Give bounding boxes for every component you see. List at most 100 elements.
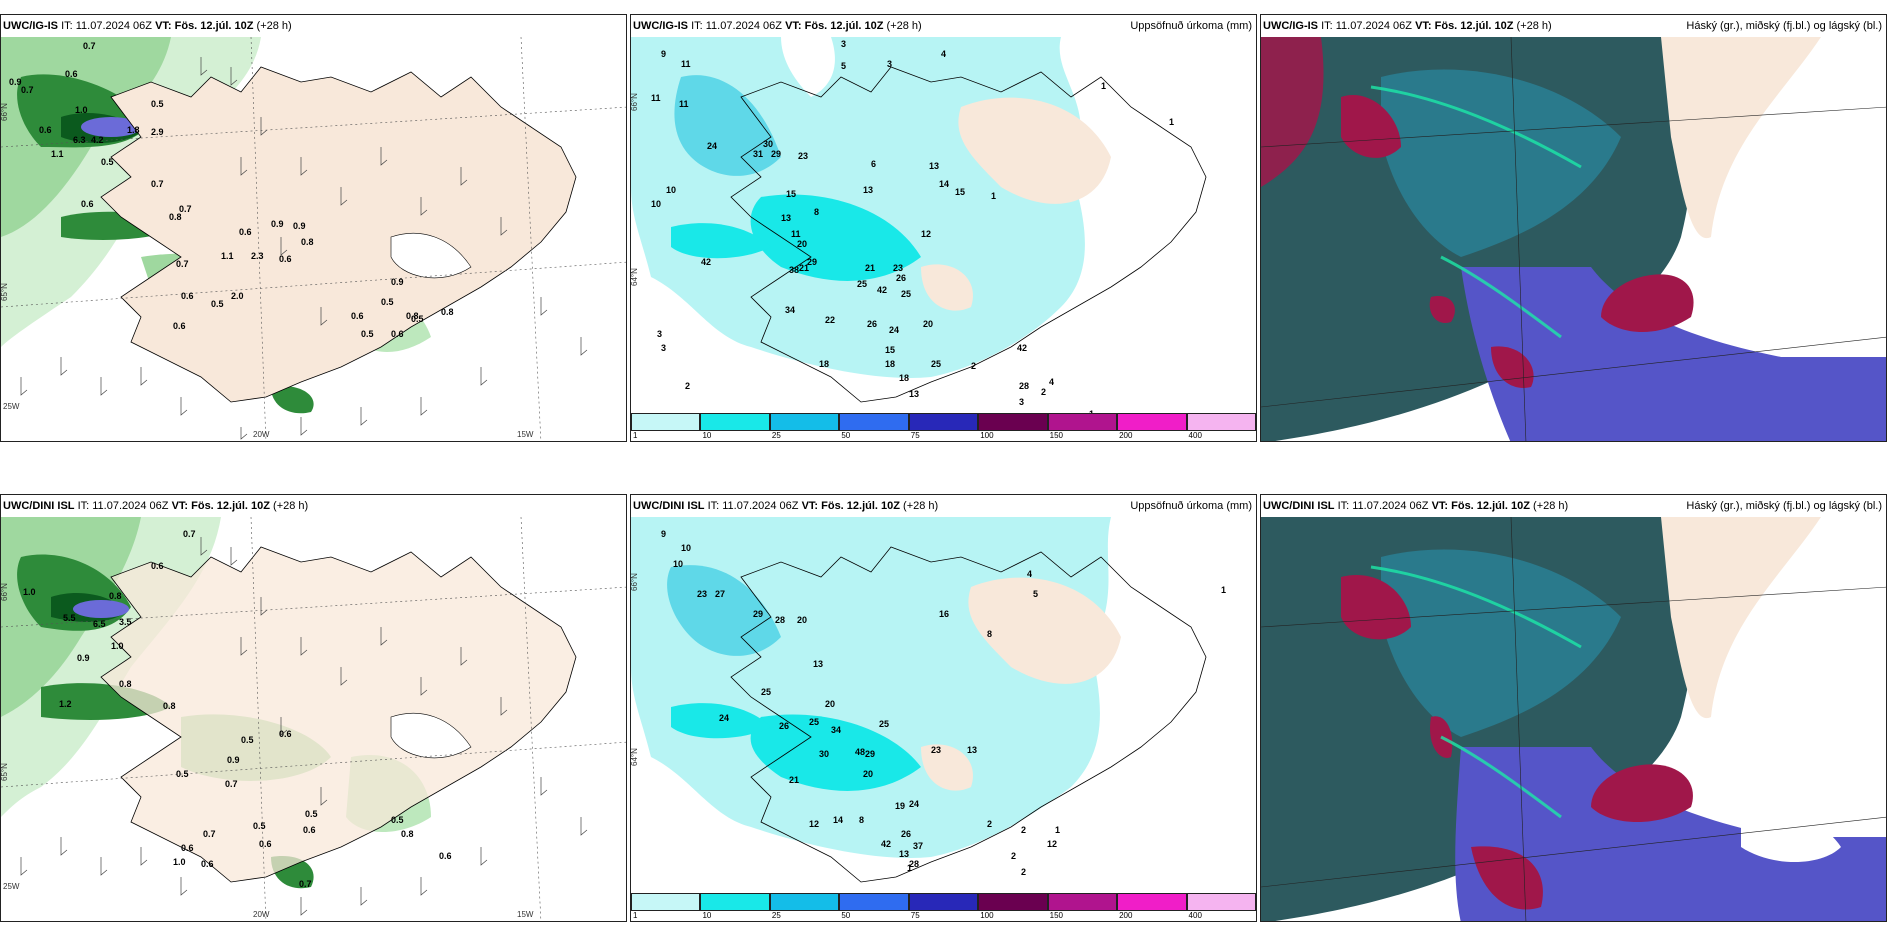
map-value-label: 0.9	[391, 277, 404, 287]
panel-field-title: Uppsöfnuð úrkoma (mm)	[1130, 500, 1252, 512]
colorbar-segment	[700, 893, 770, 911]
map-value-label: 13	[899, 849, 909, 859]
colorbar-tick-label: 400	[1188, 431, 1202, 440]
map-value-label: 0.9	[271, 219, 284, 229]
colorbar-segment	[1047, 413, 1118, 431]
map-value-label: 42	[701, 257, 711, 267]
map-value-label: 2	[971, 361, 976, 371]
panel-accum-precip-igis: UWC/IG-IS IT: 11.07.2024 06Z VT: Fös. 12…	[630, 14, 1257, 442]
map-value-label: 2	[1021, 867, 1026, 877]
panel-field-title: Háský (gr.), miðský (fj.bl.) og lágský (…	[1686, 20, 1882, 32]
map-value-label: 1.0	[23, 587, 36, 597]
colorbar-segment	[839, 893, 909, 911]
map-value-label: 29	[771, 149, 781, 159]
map-value-label: 4	[1049, 377, 1054, 387]
map-value-label: 20	[923, 319, 933, 329]
panel-wind-rain-dini: UWC/DINI ISL IT: 11.07.2024 06Z VT: Fös.…	[0, 494, 627, 922]
map-value-label: 0.6	[351, 311, 364, 321]
colorbar-tick-label: 400	[1188, 911, 1202, 920]
map-value-label: 25	[809, 717, 819, 727]
colorbar-tick-label: 10	[702, 911, 712, 920]
panel-wind-rain-igis: UWC/IG-IS IT: 11.07.2024 06Z VT: Fös. 12…	[0, 14, 627, 442]
map-value-label: 20	[797, 239, 807, 249]
map-value-label: 0.8	[441, 307, 454, 317]
map-value-label: 21	[789, 775, 799, 785]
lon-label: 20W	[253, 910, 270, 919]
map-value-label: 1.0	[173, 857, 186, 867]
lat-label: 66°N	[1, 583, 9, 601]
colorbar-segment	[1186, 893, 1256, 911]
map-value-label: 6.5	[93, 619, 106, 629]
map-value-label: 5.5	[63, 613, 76, 623]
map-value-label: 3	[657, 329, 662, 339]
map-value-label: 38	[789, 265, 799, 275]
map-value-label: 42	[877, 285, 887, 295]
map-value-label: 0.6	[303, 825, 316, 835]
map-value-label: 4	[941, 49, 946, 59]
map-value-label: 3.5	[119, 617, 132, 627]
colorbar-segment	[769, 413, 840, 431]
colorbar-tick-label: 100	[980, 911, 994, 920]
lon-label: 20W	[253, 430, 270, 439]
map-value-label: 25	[931, 359, 941, 369]
map-value-label: 3	[887, 59, 892, 69]
colorbar-segment	[769, 893, 840, 911]
rain-value-labels: 0.70.61.0 0.85.56.5 3.50.91.00.81.2 0.80.50…	[23, 529, 452, 889]
lon-label: 25W	[3, 882, 20, 891]
map-value-label: 0.6	[279, 729, 292, 739]
map-value-label: 15	[885, 345, 895, 355]
map-value-label: 4	[1027, 569, 1032, 579]
map-value-label: 1	[1221, 585, 1226, 595]
map-value-label: 10	[651, 199, 661, 209]
colorbar-segment	[978, 413, 1048, 431]
map-value-label: 13	[909, 389, 919, 399]
map-value-label: 14	[939, 179, 949, 189]
map-value-label: 1.1	[221, 251, 234, 261]
map-value-label: 1.0	[111, 641, 124, 651]
colorbar-segment	[1117, 413, 1187, 431]
map-value-label: 42	[881, 839, 891, 849]
map-value-label: 12	[921, 229, 931, 239]
map-value-label: 2	[1041, 387, 1046, 397]
map-value-label: 10	[673, 559, 683, 569]
lon-label: 15W	[517, 430, 534, 439]
map-value-label: 0.6	[65, 69, 78, 79]
map-value-label: 0.7	[183, 529, 196, 539]
map-value-label: 26	[901, 829, 911, 839]
map-value-label: 2.3	[251, 251, 264, 261]
map-value-label: 11	[791, 229, 801, 239]
map-value-label: 0.6	[239, 227, 252, 237]
colorbar-segment	[908, 893, 979, 911]
map-value-label: 8	[987, 629, 992, 639]
map-value-label: 20	[825, 699, 835, 709]
map-value-label: 11	[679, 99, 689, 109]
colorbar-tick-label: 150	[1049, 911, 1064, 920]
map-value-label: 0.9	[293, 221, 306, 231]
lon-label: 25W	[3, 402, 20, 411]
wind-rain-map: 66°N 65°N 25W 20W 15W 0.70.90.70.60.51.0…	[1, 37, 626, 441]
panel-clouds-dini: UWC/DINI ISL IT: 11.07.2024 06Z VT: Fös.…	[1260, 494, 1887, 922]
map-value-label: 1	[907, 863, 912, 873]
map-value-label: 25	[857, 279, 867, 289]
panel-field-title: Uppsöfnuð úrkoma (mm)	[1130, 20, 1252, 32]
map-value-label: 6.3	[73, 135, 86, 145]
colorbar-segment	[908, 413, 979, 431]
panel-field-title: Háský (gr.), miðský (fj.bl.) og lágský (…	[1686, 500, 1882, 512]
map-value-label: 8	[859, 815, 864, 825]
map-value-label: 2	[1021, 825, 1026, 835]
map-value-label: 0.5	[391, 815, 404, 825]
map-value-label: 0.5	[305, 809, 318, 819]
panel-header: UWC/IG-IS IT: 11.07.2024 06Z VT: Fös. 12…	[1, 15, 626, 37]
map-value-label: 2.9	[151, 127, 164, 137]
colorbar-segment	[978, 893, 1048, 911]
map-value-label: 0.5	[411, 314, 424, 324]
map-value-label: 1	[1055, 825, 1060, 835]
map-value-label: 0.5	[381, 297, 394, 307]
colorbar-tick-label: 75	[910, 431, 920, 440]
map-value-label: 0.8	[109, 591, 122, 601]
map-value-label: 25	[901, 289, 911, 299]
map-value-label: 6	[871, 159, 876, 169]
map-value-label: 28	[775, 615, 785, 625]
map-value-label: 30	[819, 749, 829, 759]
